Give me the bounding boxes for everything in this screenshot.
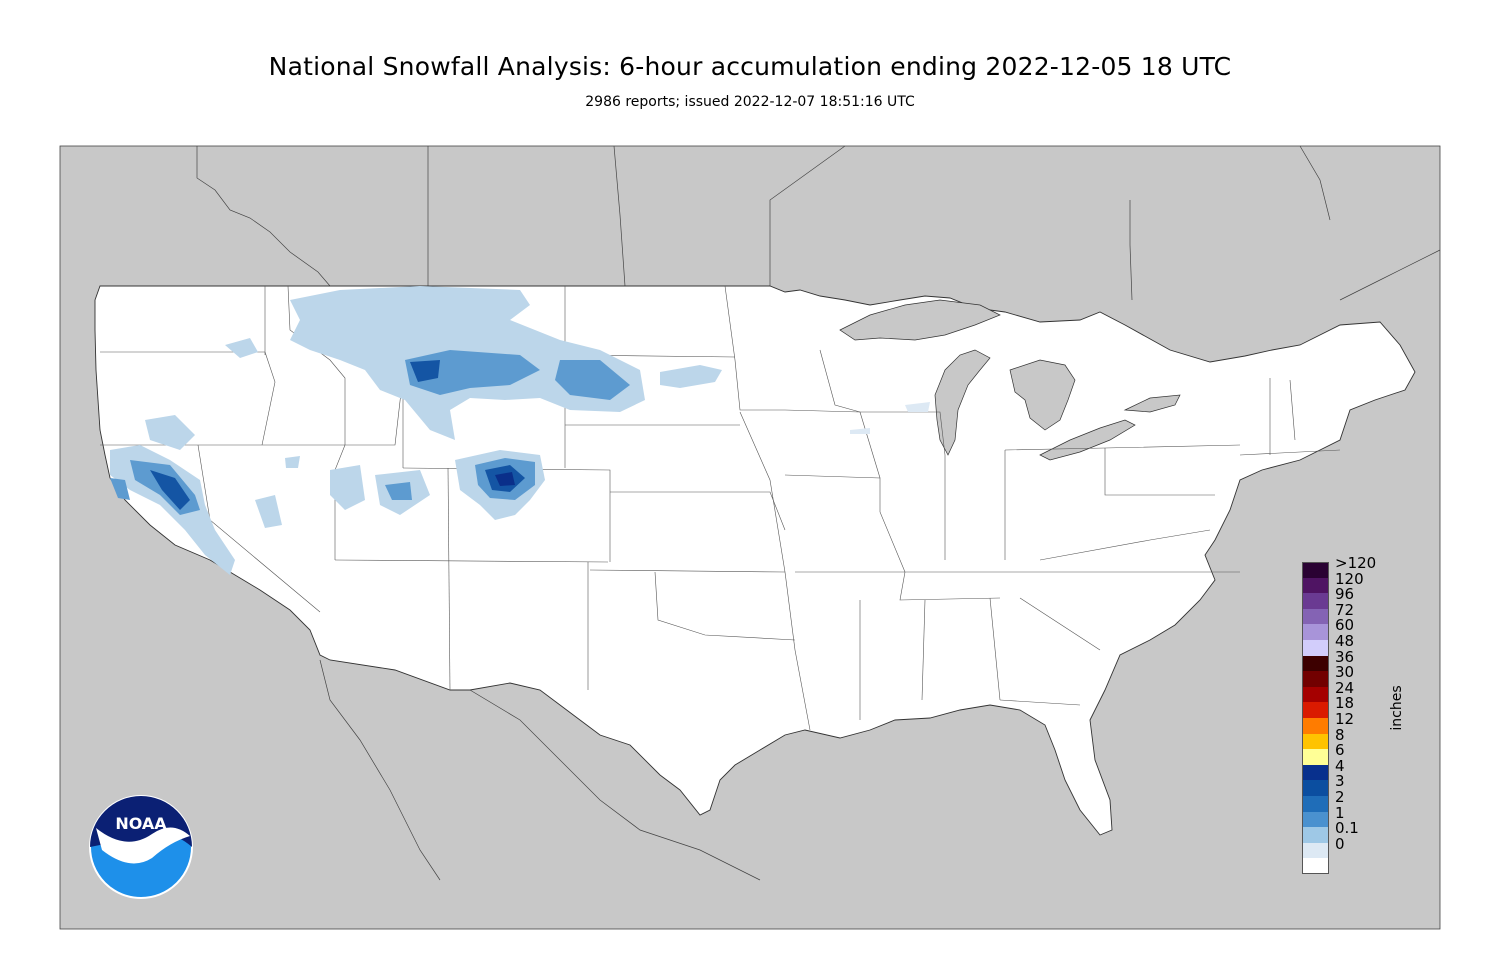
colorbar-swatch	[1302, 858, 1328, 875]
colorbar-tick-label: 0.1	[1335, 819, 1359, 838]
colorbar-tick-label: 6	[1335, 741, 1345, 760]
colorbar-tick-label: 60	[1335, 616, 1355, 635]
colorbar-swatch	[1302, 780, 1328, 797]
colorbar-tick-label: 0	[1335, 834, 1345, 853]
colorbar-tick-label: 24	[1335, 678, 1355, 697]
colorbar-tick-label: 36	[1335, 647, 1355, 666]
colorbar-swatch	[1302, 827, 1328, 844]
colorbar-swatch	[1302, 811, 1328, 828]
colorbar-swatch	[1302, 608, 1328, 625]
colorbar-tick-label: >120	[1335, 554, 1377, 572]
colorbar-swatch	[1302, 686, 1328, 703]
colorbar-swatch	[1302, 562, 1328, 579]
foreign-borders	[196, 145, 1441, 881]
colorbar-tick-label: 12	[1335, 710, 1355, 728]
colorbar-swatch	[1302, 577, 1328, 594]
colorbar-tick-label: 96	[1335, 585, 1355, 604]
colorbar-swatch	[1302, 842, 1328, 859]
colorbar-swatch	[1302, 796, 1328, 813]
colorbar-tick-label: 1	[1335, 803, 1345, 822]
colorbar-swatch	[1302, 733, 1328, 750]
colorbar-units-label: inches	[1389, 685, 1405, 731]
colorbar-swatch	[1302, 593, 1328, 610]
colorbar-tick-label: 2	[1335, 788, 1345, 806]
colorbar-swatch	[1302, 671, 1328, 688]
colorbar-tick-label: 120	[1335, 569, 1364, 588]
great-lakes	[839, 299, 1181, 461]
noaa-logo-icon	[89, 795, 193, 899]
noaa-logo-text: NOAA	[115, 814, 167, 833]
colorbar-tick-label: 72	[1335, 600, 1355, 619]
colorbar-tick-label: 30	[1335, 663, 1355, 682]
colorbar-swatch	[1302, 702, 1328, 719]
colorbar-tick-label: 48	[1335, 632, 1355, 650]
colorbar-tick-label: 4	[1335, 756, 1345, 775]
colorbar-tick-label: 8	[1335, 725, 1345, 744]
colorbar-swatch	[1302, 718, 1328, 735]
colorbar-swatch	[1302, 764, 1328, 781]
colorbar-tick-label: 18	[1335, 694, 1355, 713]
colorbar-swatch	[1302, 655, 1328, 672]
map-title: National Snowfall Analysis: 6-hour accum…	[268, 52, 1232, 81]
snow-great-basin	[255, 495, 282, 528]
snowfall-areas	[110, 286, 930, 575]
map-subtitle: 2986 reports; issued 2022-12-07 18:51:16…	[585, 94, 915, 110]
colorbar-swatch	[1302, 640, 1328, 657]
colorbar-swatch	[1302, 624, 1328, 641]
colorbar-swatch	[1302, 749, 1328, 766]
colorbar-tick-label: 3	[1335, 772, 1345, 791]
